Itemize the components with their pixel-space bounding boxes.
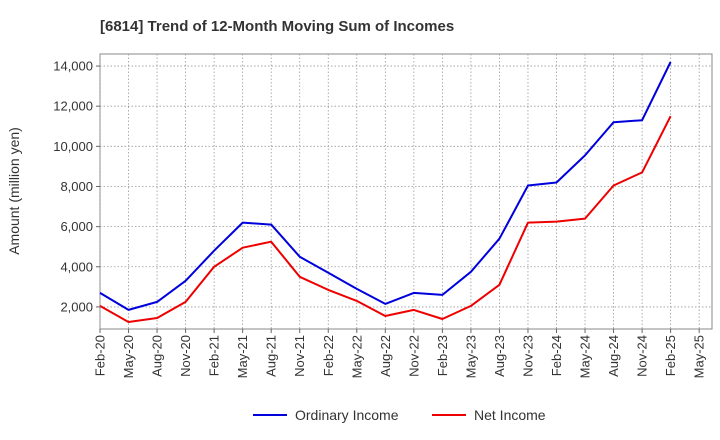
legend-label-net-income: Net Income bbox=[474, 407, 546, 423]
x-tick-label: Aug-23 bbox=[492, 335, 507, 377]
legend-label-ordinary-income: Ordinary Income bbox=[295, 407, 399, 423]
x-tick-label: Nov-21 bbox=[292, 335, 307, 377]
legend: Ordinary Income Net Income bbox=[253, 407, 546, 423]
x-tick-label: May-23 bbox=[463, 335, 478, 378]
x-tick-label: Feb-23 bbox=[435, 335, 450, 376]
x-tick-label: Nov-20 bbox=[178, 335, 193, 377]
y-tick-label: 8,000 bbox=[60, 179, 93, 194]
series-group bbox=[99, 61, 672, 323]
x-tick-label: May-22 bbox=[349, 335, 364, 378]
x-tick-label: Feb-21 bbox=[207, 335, 222, 376]
grid bbox=[99, 54, 712, 329]
plot-area bbox=[99, 53, 713, 330]
chart-title: [6814] Trend of 12-Month Moving Sum of I… bbox=[100, 18, 454, 35]
x-tick-label: Aug-20 bbox=[150, 335, 165, 377]
x-tick-label: Aug-24 bbox=[606, 335, 621, 377]
x-tick-label: Aug-22 bbox=[378, 335, 393, 377]
x-tick-label: Feb-20 bbox=[93, 335, 108, 376]
x-tick-label: Feb-22 bbox=[321, 335, 336, 376]
x-axis-ticks: Feb-20 May-20 Aug-20 Nov-20 Feb-21 May-21 Aug-… bbox=[93, 329, 707, 378]
x-tick-label: May-21 bbox=[235, 335, 250, 378]
series-line-ordinary-income bbox=[99, 61, 672, 311]
x-tick-label: Nov-23 bbox=[520, 335, 535, 377]
y-axis-label: Amount (million yen) bbox=[6, 127, 22, 255]
x-tick-label: May-24 bbox=[578, 335, 593, 378]
y-tick-label: 4,000 bbox=[60, 259, 93, 274]
x-tick-label: Nov-22 bbox=[406, 335, 421, 377]
series-line-net-income bbox=[99, 115, 672, 323]
x-tick-label: May-20 bbox=[121, 335, 136, 378]
y-tick-label: 2,000 bbox=[60, 299, 93, 314]
y-tick-label: 10,000 bbox=[53, 139, 93, 154]
x-tick-label: Nov-24 bbox=[635, 335, 650, 377]
y-tick-label: 14,000 bbox=[53, 59, 93, 74]
x-tick-label: Feb-25 bbox=[663, 335, 678, 376]
x-tick-label: May-25 bbox=[692, 335, 707, 378]
x-tick-label: Feb-24 bbox=[549, 335, 564, 376]
y-tick-label: 12,000 bbox=[53, 99, 93, 114]
x-tick-label: Aug-21 bbox=[264, 335, 279, 377]
y-axis-ticks: 2,000 4,000 6,000 8,000 10,000 12,000 14,000 bbox=[53, 59, 100, 314]
y-tick-label: 6,000 bbox=[60, 219, 93, 234]
